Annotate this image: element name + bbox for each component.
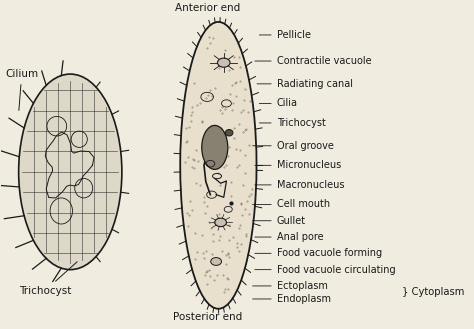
Text: Food vacuole circulating: Food vacuole circulating [255,265,395,275]
Text: Contractile vacuole: Contractile vacuole [255,56,371,66]
Text: Cilia: Cilia [259,98,298,108]
Text: Posterior end: Posterior end [173,312,242,322]
Ellipse shape [211,258,221,266]
Text: } Cytoplasm: } Cytoplasm [402,288,465,297]
Text: Radiating canal: Radiating canal [257,79,353,89]
Text: Food vacuole forming: Food vacuole forming [255,248,382,258]
Text: Ectoplasm: Ectoplasm [253,281,328,291]
Text: Micronucleus: Micronucleus [255,160,341,170]
Text: Macronucleus: Macronucleus [255,180,344,190]
Text: Anterior end: Anterior end [174,3,240,13]
Text: Cilium: Cilium [5,69,38,111]
Text: Anal pore: Anal pore [255,232,323,242]
Text: Oral groove: Oral groove [253,141,334,151]
Text: Pellicle: Pellicle [259,30,311,40]
Ellipse shape [225,130,233,136]
Text: Cell mouth: Cell mouth [253,199,330,210]
Text: Endoplasm: Endoplasm [253,294,331,304]
Ellipse shape [215,218,227,227]
Text: Trichocyst: Trichocyst [259,118,326,128]
Text: Gullet: Gullet [253,216,306,226]
Ellipse shape [218,58,230,67]
Text: Trichocyst: Trichocyst [18,262,77,296]
Ellipse shape [180,22,256,309]
Ellipse shape [202,125,228,169]
Ellipse shape [18,74,122,270]
